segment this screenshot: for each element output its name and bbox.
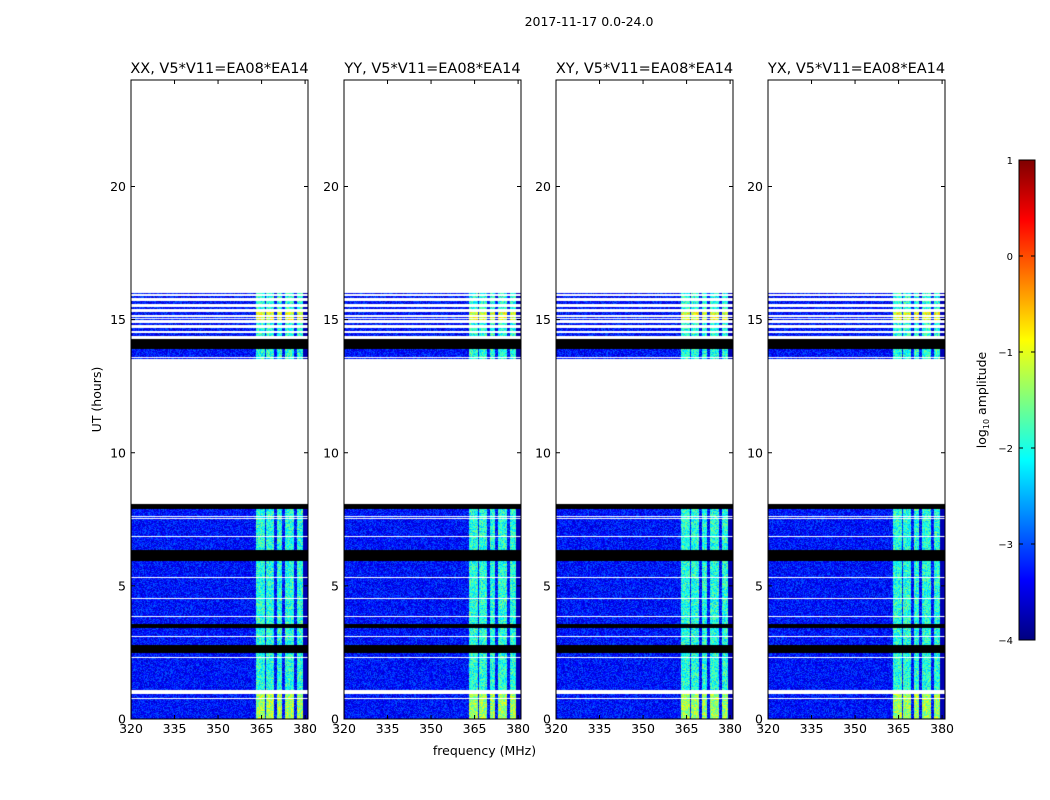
x-tick-label: 365 [250, 721, 274, 736]
x-axis-label: frequency (MHz) [433, 743, 536, 758]
y-tick-label: 0 [331, 712, 339, 727]
plot-frame [555, 79, 734, 720]
x-tick-label: 380 [506, 721, 530, 736]
plot-frame [343, 79, 522, 720]
x-tick-label: 380 [293, 721, 317, 736]
colorbar-label-subscript: 10 [982, 419, 991, 429]
panel-2: YY, V5*V11=EA08*EA14 320 335 350 365 380 0 5 10 1… [323, 61, 536, 758]
panel-title: XY, V5*V11=EA08*EA14 [556, 61, 733, 77]
colorbar-tick-label: −2 [998, 444, 1013, 455]
y-tick-label: 0 [755, 712, 763, 727]
x-tick-label: 320 [756, 721, 780, 736]
colorbar-label-main: log [974, 429, 989, 448]
colorbar-gradient [1018, 159, 1036, 641]
x-tick-label: 335 [163, 721, 187, 736]
y-tick-label: 10 [535, 445, 551, 460]
colorbar-tick-label: −4 [998, 636, 1013, 647]
x-tick-label: 335 [376, 721, 400, 736]
y-axis-label: UT (hours) [89, 367, 104, 433]
x-tick-label: 350 [631, 721, 655, 736]
y-tick-label: 10 [323, 445, 339, 460]
y-tick-label: 10 [110, 445, 126, 460]
heatmap-image [344, 80, 521, 719]
y-tick-label: 5 [331, 578, 339, 593]
colorbar-tick-label: 1 [1007, 156, 1013, 167]
x-tick-label: 350 [419, 721, 443, 736]
heatmap-image [131, 80, 308, 719]
colorbar: 10−1−2−3−4 log10 amplitude [974, 156, 1036, 647]
colorbar-tick-label: 0 [1007, 252, 1013, 263]
x-tick-label: 335 [588, 721, 612, 736]
x-tick-label: 365 [463, 721, 487, 736]
figure-title: 2017-11-17 0.0-24.0 [525, 14, 654, 29]
panel-3: XY, V5*V11=EA08*EA14 320 335 350 365 380 0 5 10 1… [535, 61, 742, 736]
y-tick-label: 20 [535, 179, 551, 194]
x-tick-label: 350 [843, 721, 867, 736]
panel-title: YY, V5*V11=EA08*EA14 [343, 61, 520, 77]
colorbar-tick-label: −1 [998, 348, 1013, 359]
y-tick-label: 10 [747, 445, 763, 460]
panel-title: XX, V5*V11=EA08*EA14 [130, 61, 308, 77]
y-tick-label: 0 [543, 712, 551, 727]
x-tick-label: 335 [800, 721, 824, 736]
x-tick-label: 320 [332, 721, 356, 736]
heatmap-image [768, 80, 945, 719]
panel-1: XX, V5*V11=EA08*EA14 320 335 350 365 380 0 5 10 1… [89, 61, 317, 736]
panel-title: YX, V5*V11=EA08*EA14 [767, 61, 945, 77]
y-tick-label: 15 [535, 312, 551, 327]
colorbar-label: log10 amplitude [974, 351, 991, 448]
heatmap-image [556, 80, 733, 719]
x-tick-label: 365 [887, 721, 911, 736]
y-tick-label: 5 [755, 578, 763, 593]
y-tick-label: 20 [323, 179, 339, 194]
y-tick-label: 20 [110, 179, 126, 194]
colorbar-ticks: 1 0 −1 −2 −3 −4 [998, 156, 1035, 647]
plot-frame [767, 79, 946, 720]
plot-frame [130, 79, 309, 720]
x-tick-label: 320 [119, 721, 143, 736]
y-tick-label: 15 [747, 312, 763, 327]
y-tick-label: 5 [543, 578, 551, 593]
y-tick-label: 5 [118, 578, 126, 593]
panel-4: YX, V5*V11=EA08*EA14 320 335 350 365 380 0 5 10 1… [747, 61, 954, 736]
x-tick-label: 380 [718, 721, 742, 736]
y-tick-label: 15 [110, 312, 126, 327]
colorbar-label-tail: amplitude [974, 351, 989, 418]
panels: XX, V5*V11=EA08*EA14 320 335 350 365 380 0 5 10 1… [89, 61, 954, 758]
x-tick-label: 320 [544, 721, 568, 736]
x-tick-label: 350 [206, 721, 230, 736]
colorbar-tick-label: −3 [998, 540, 1013, 551]
x-tick-label: 365 [675, 721, 699, 736]
y-tick-label: 15 [323, 312, 339, 327]
x-tick-label: 380 [930, 721, 954, 736]
y-tick-label: 20 [747, 179, 763, 194]
y-tick-label: 0 [118, 712, 126, 727]
